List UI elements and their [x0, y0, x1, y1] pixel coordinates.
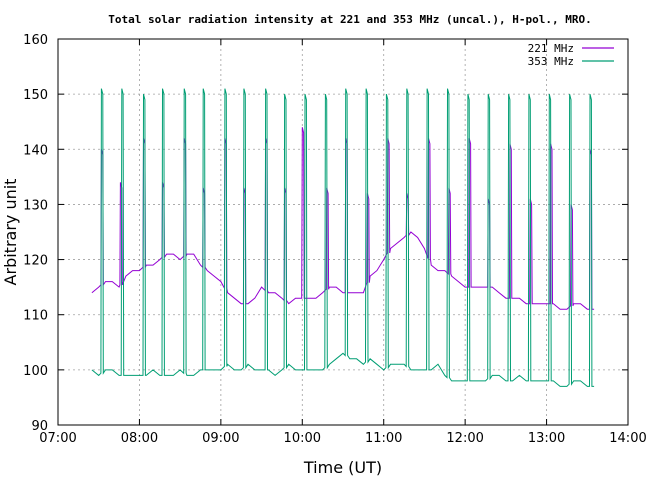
- series-line-1: [91, 127, 595, 310]
- legend-label: 221 MHz: [528, 42, 574, 55]
- x-tick-label: 13:00: [528, 431, 565, 446]
- grid-lines: [58, 39, 628, 425]
- x-tick-label: 14:00: [609, 431, 646, 446]
- y-tick-label: 130: [23, 198, 48, 213]
- x-axis-label: Time (UT): [303, 458, 382, 477]
- y-axis-label: Arbitrary unit: [1, 179, 20, 286]
- y-tick-label: 110: [23, 309, 48, 324]
- x-tick-label: 09:00: [202, 431, 239, 446]
- chart-title: Total solar radiation intensity at 221 a…: [108, 13, 591, 26]
- x-tick-label: 07:00: [39, 431, 76, 446]
- y-tick-label: 160: [23, 33, 48, 48]
- y-tick-label: 120: [23, 254, 48, 269]
- y-tick-label: 140: [23, 143, 48, 158]
- series-line-2: [91, 88, 595, 387]
- axis-ticks: 07:00 08:00 09:00 10:00 11:00 12:00 13:00 14:00…: [23, 33, 647, 446]
- y-tick-label: 100: [23, 364, 48, 379]
- series-lines: [91, 88, 595, 387]
- y-tick-label: 90: [31, 419, 48, 434]
- x-tick-label: 08:00: [121, 431, 158, 446]
- plot-frame: [57, 38, 629, 426]
- x-tick-label: 12:00: [446, 431, 483, 446]
- y-tick-label: 150: [23, 88, 48, 103]
- legend-label: 353 MHz: [528, 55, 574, 68]
- x-tick-label: 10:00: [284, 431, 321, 446]
- x-tick-label: 11:00: [365, 431, 402, 446]
